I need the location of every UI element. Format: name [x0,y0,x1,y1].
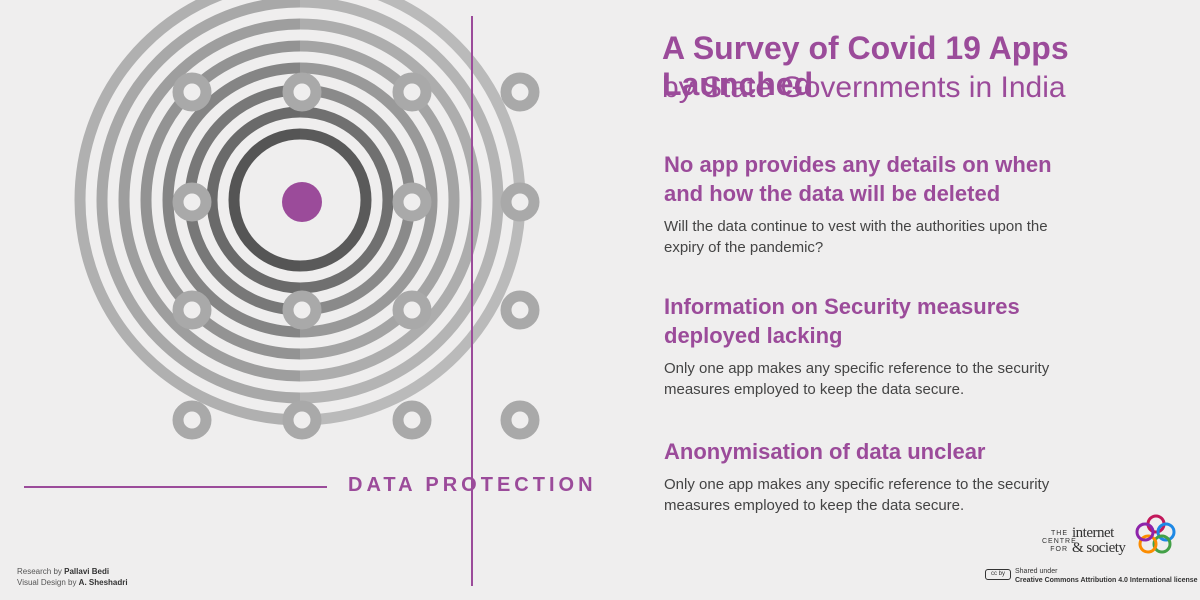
license-line2[interactable]: Creative Commons Attribution 4.0 Interna… [1015,577,1198,584]
logo-line2: & society [1072,540,1126,556]
vertical-divider [471,16,473,586]
credits: Research by Pallavi Bedi Visual Design b… [17,566,128,588]
design-prefix: Visual Design by [17,578,79,587]
page-subtitle: by State Governments in India [662,71,1066,104]
section-label: DATA PROTECTION [348,474,597,496]
finding-body: Only one app makes any specific referenc… [664,476,1050,514]
finding-heading: No app provides any details on when and … [664,152,1052,206]
logo-wordmark: internet & society [1072,525,1126,556]
horizontal-divider [24,486,327,488]
design-name: A. Sheshadri [78,578,128,587]
research-prefix: Research by [17,567,65,576]
license-line1: Shared under [1015,568,1058,575]
cc-license-icon: cc by [985,569,1011,580]
concentric-circles-illustration [74,0,540,440]
research-name: Pallavi Bedi [64,567,110,576]
page-title: A Survey of Covid 19 Apps Launched [662,30,1069,102]
finding-security-measures: Information on Security measures deploye… [664,292,1084,400]
finding-anonymisation: Anonymisation of data unclear Only one a… [664,437,1084,516]
cis-logo-icon [1135,514,1176,554]
finding-body: Only one app makes any specific referenc… [664,360,1050,398]
finding-heading: Information on Security measures deploye… [664,294,1020,348]
logo-small-text: THE CENTRE FOR [1042,530,1077,553]
finding-data-deletion: No app provides any details on when and … [664,150,1084,258]
logo-line1: internet [1072,525,1114,541]
finding-heading: Anonymisation of data unclear [664,439,986,464]
finding-body: Will the data continue to vest with the … [664,218,1048,256]
